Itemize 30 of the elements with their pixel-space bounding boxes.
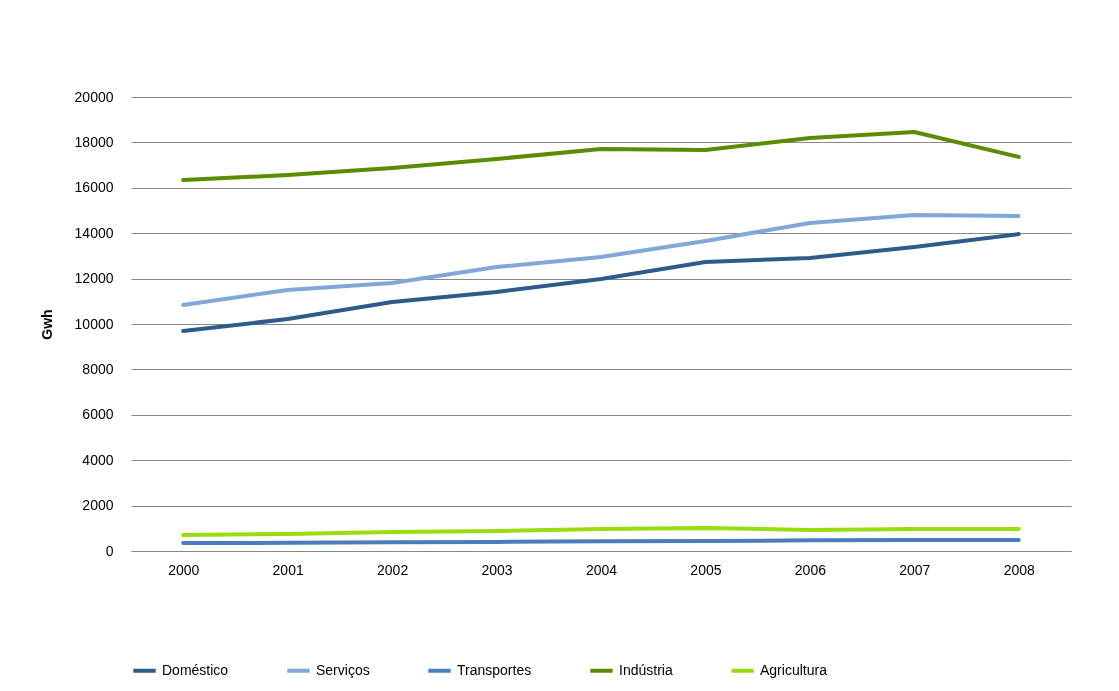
y-axis-title: Gwh (38, 309, 55, 340)
legend-label: Serviços (316, 661, 370, 678)
x-tick-label: 2007 (899, 561, 931, 578)
x-tick-label: 2005 (690, 561, 722, 578)
line-series (181, 232, 1021, 334)
y-tick-label: 8000 (82, 360, 114, 377)
x-tick-label: 2004 (585, 561, 618, 578)
x-tick-label: 2008 (1003, 561, 1036, 578)
y-tick-label: 0 (105, 542, 114, 559)
y-tick-label: 2000 (82, 497, 114, 514)
x-tick-label: 2002 (377, 561, 409, 578)
x-tick-label: 2006 (794, 561, 827, 578)
x-tick-label: 2000 (168, 561, 200, 578)
legend-label: Indústria (619, 661, 673, 678)
line-series (181, 526, 1021, 538)
y-tick-label: 6000 (82, 406, 114, 423)
x-tick-label: 2001 (272, 561, 304, 578)
y-tick-label: 10000 (74, 315, 114, 332)
y-tick-label: 16000 (74, 179, 114, 196)
x-tick-label: 2003 (481, 561, 513, 578)
legend-label: Transportes (457, 661, 532, 678)
y-tick-label: 4000 (82, 451, 114, 468)
legend-label: Doméstico (162, 661, 229, 678)
line-series (181, 213, 1021, 307)
y-tick-label: 12000 (74, 270, 114, 287)
y-tick-label: 18000 (74, 133, 114, 150)
y-tick-label: 14000 (74, 224, 114, 241)
legend-label: Agricultura (760, 661, 828, 678)
line-series (181, 129, 1021, 183)
y-tick-label: 20000 (74, 88, 114, 105)
